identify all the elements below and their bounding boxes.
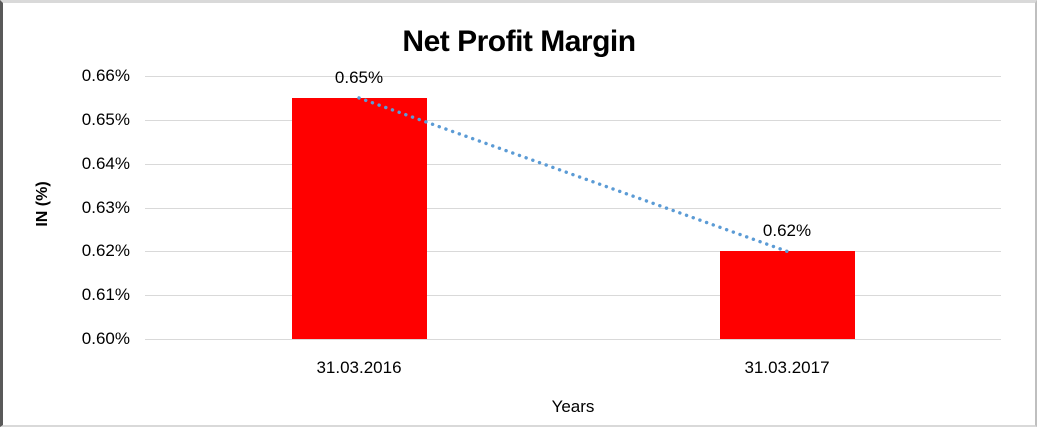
y-axis-tick-label: 0.60% — [81, 329, 130, 348]
gridline — [145, 120, 1001, 121]
y-axis-tick-label: 0.64% — [81, 154, 130, 173]
bar-31.03.2016 — [292, 98, 427, 339]
gridline — [145, 76, 1001, 77]
x-axis-title: Years — [551, 397, 595, 416]
bar-31.03.2017 — [720, 251, 855, 339]
gridline — [145, 251, 1001, 252]
data-label: 0.62% — [762, 221, 812, 240]
data-label: 0.65% — [334, 68, 384, 87]
x-axis-tick-label: 31.03.2017 — [744, 358, 830, 377]
y-axis-tick-label: 0.62% — [81, 241, 130, 260]
gridline — [145, 164, 1001, 165]
x-axis-tick-label: 31.03.2016 — [316, 358, 402, 377]
gridline — [145, 295, 1001, 296]
y-axis-tick-label: 0.63% — [81, 198, 130, 217]
chart-title: Net Profit Margin — [402, 25, 636, 58]
gridline — [145, 339, 1001, 340]
gridline — [145, 208, 1001, 209]
y-axis-tick-label: 0.61% — [81, 285, 130, 304]
y-axis-tick-label: 0.66% — [81, 66, 130, 85]
y-axis-tick-label: 0.65% — [81, 110, 130, 129]
plot-area: 0.65% 0.62% — [145, 68, 1001, 340]
